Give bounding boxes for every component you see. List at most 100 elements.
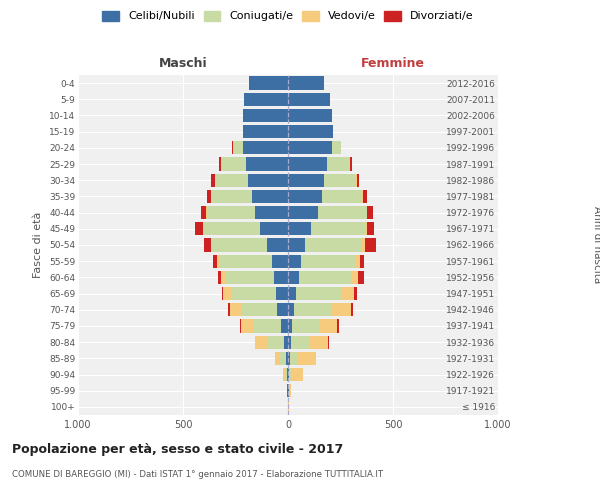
Bar <box>356 174 357 187</box>
Bar <box>283 368 286 381</box>
Legend: Celibi/Nubili, Coniugati/e, Vedovi/e, Divorziati/e: Celibi/Nubili, Coniugati/e, Vedovi/e, Di… <box>103 10 473 22</box>
Bar <box>254 336 256 349</box>
Bar <box>244 141 288 154</box>
Bar <box>337 320 339 332</box>
Bar <box>252 190 288 203</box>
Bar <box>362 190 363 203</box>
Bar <box>366 222 367 235</box>
Bar <box>254 320 281 332</box>
Bar <box>288 238 305 252</box>
Bar <box>204 222 260 235</box>
Bar <box>203 222 204 235</box>
Bar <box>223 287 232 300</box>
Bar <box>211 190 212 203</box>
Bar <box>288 270 299 284</box>
Bar <box>245 158 288 170</box>
Bar <box>305 238 362 252</box>
Bar <box>358 270 364 284</box>
Bar <box>319 320 337 332</box>
Bar <box>267 336 284 349</box>
Bar <box>281 320 288 332</box>
Bar <box>357 174 359 187</box>
Bar <box>202 206 206 220</box>
Bar <box>241 303 277 316</box>
Bar <box>217 254 220 268</box>
Bar <box>275 352 280 365</box>
Bar <box>288 287 296 300</box>
Bar <box>332 141 341 154</box>
Bar <box>241 320 254 332</box>
Bar <box>288 368 289 381</box>
Bar <box>350 158 352 170</box>
Bar <box>286 352 288 365</box>
Bar <box>332 303 350 316</box>
Bar <box>244 109 288 122</box>
Text: Anni di nascita: Anni di nascita <box>592 206 600 284</box>
Bar <box>248 174 288 187</box>
Bar <box>229 303 230 316</box>
Bar <box>232 287 276 300</box>
Bar <box>288 254 301 268</box>
Bar <box>288 92 331 106</box>
Bar <box>367 222 374 235</box>
Bar <box>299 270 352 284</box>
Bar <box>362 238 365 252</box>
Bar <box>221 287 223 300</box>
Bar <box>289 384 291 398</box>
Bar <box>363 190 367 203</box>
Bar <box>288 222 311 235</box>
Bar <box>294 303 332 316</box>
Bar <box>367 206 373 220</box>
Text: Femmine: Femmine <box>361 57 425 70</box>
Bar <box>356 254 360 268</box>
Bar <box>311 222 366 235</box>
Bar <box>277 303 288 316</box>
Bar <box>272 254 288 268</box>
Bar <box>288 320 292 332</box>
Bar <box>288 125 332 138</box>
Bar <box>322 190 362 203</box>
Text: Popolazione per età, sesso e stato civile - 2017: Popolazione per età, sesso e stato civil… <box>12 442 343 456</box>
Bar <box>212 238 266 252</box>
Bar <box>289 368 291 381</box>
Bar <box>280 352 286 365</box>
Bar <box>230 303 241 316</box>
Bar <box>291 368 303 381</box>
Bar <box>204 238 211 252</box>
Bar <box>206 206 207 220</box>
Bar <box>288 76 324 90</box>
Bar <box>219 158 221 170</box>
Bar <box>288 158 328 170</box>
Bar <box>218 270 221 284</box>
Text: COMUNE DI BAREGGIO (MI) - Dati ISTAT 1° gennaio 2017 - Elaborazione TUTTITALIA.I: COMUNE DI BAREGGIO (MI) - Dati ISTAT 1° … <box>12 470 383 479</box>
Bar <box>248 76 288 90</box>
Bar <box>215 174 248 187</box>
Bar <box>288 352 290 365</box>
Bar <box>232 141 233 154</box>
Bar <box>365 238 376 252</box>
Bar <box>286 368 287 381</box>
Bar <box>225 270 274 284</box>
Bar <box>221 158 245 170</box>
Bar <box>288 141 332 154</box>
Bar <box>288 384 289 398</box>
Bar <box>342 287 354 300</box>
Bar <box>350 303 353 316</box>
Bar <box>288 174 324 187</box>
Bar <box>240 320 241 332</box>
Bar <box>274 270 288 284</box>
Bar <box>297 352 316 365</box>
Bar <box>212 190 252 203</box>
Bar <box>301 254 356 268</box>
Bar <box>288 336 291 349</box>
Bar <box>211 174 215 187</box>
Bar <box>318 206 367 220</box>
Bar <box>207 206 255 220</box>
Bar <box>213 254 217 268</box>
Bar <box>324 174 356 187</box>
Bar <box>221 270 225 284</box>
Bar <box>287 368 288 381</box>
Bar <box>244 92 288 106</box>
Bar <box>328 158 350 170</box>
Bar <box>310 336 328 349</box>
